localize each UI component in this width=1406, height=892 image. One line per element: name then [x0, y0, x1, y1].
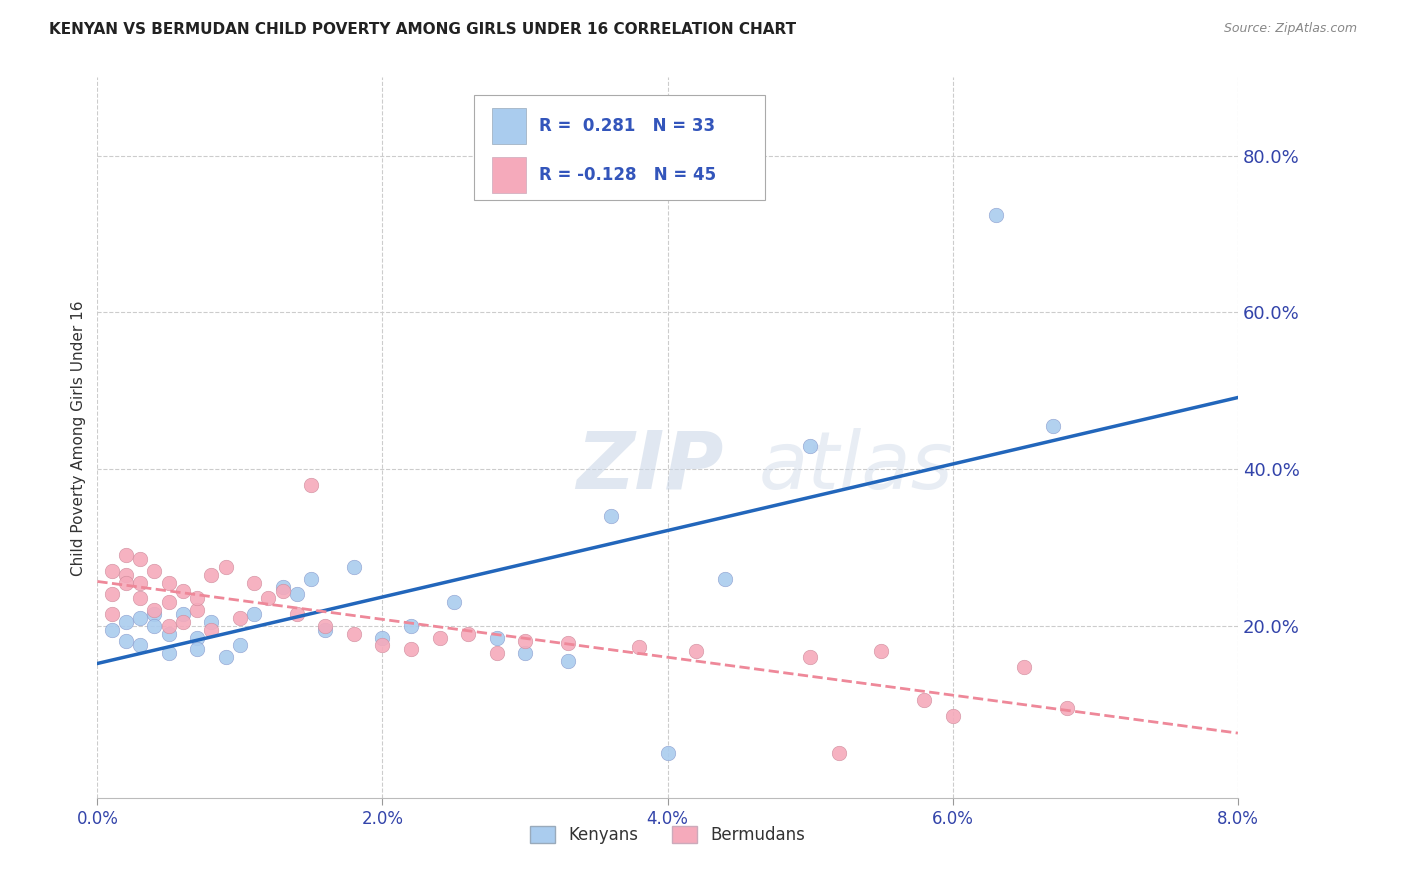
FancyBboxPatch shape [492, 157, 526, 193]
Point [157, 595, 180, 609]
Point [129, 552, 152, 566]
Point [143, 564, 166, 578]
Point [143, 619, 166, 633]
Point [685, 644, 707, 658]
Point [343, 560, 366, 574]
Point [399, 619, 422, 633]
Point [172, 607, 194, 621]
Point [157, 626, 180, 640]
Point [443, 595, 465, 609]
Point [513, 634, 536, 648]
Point [371, 631, 394, 645]
Point [186, 642, 208, 657]
FancyBboxPatch shape [492, 108, 526, 145]
Point [129, 639, 152, 653]
Point [115, 549, 138, 563]
Point [257, 591, 280, 606]
Text: ZIP: ZIP [576, 427, 724, 506]
Point [457, 626, 479, 640]
Point [343, 626, 366, 640]
Point [485, 646, 508, 660]
Point [172, 583, 194, 598]
Text: KENYAN VS BERMUDAN CHILD POVERTY AMONG GIRLS UNDER 16 CORRELATION CHART: KENYAN VS BERMUDAN CHILD POVERTY AMONG G… [49, 22, 796, 37]
Point [828, 746, 851, 760]
Point [115, 567, 138, 582]
Point [100, 587, 122, 601]
Point [799, 439, 821, 453]
Point [214, 650, 236, 665]
Point [115, 615, 138, 629]
Point [115, 634, 138, 648]
Point [799, 650, 821, 665]
FancyBboxPatch shape [474, 95, 765, 200]
Point [513, 646, 536, 660]
Text: R =  0.281   N = 33: R = 0.281 N = 33 [538, 117, 714, 135]
Point [186, 603, 208, 617]
Point [912, 693, 935, 707]
Point [299, 572, 322, 586]
Point [186, 591, 208, 606]
Point [214, 560, 236, 574]
Point [657, 746, 679, 760]
Point [243, 575, 266, 590]
Point [172, 615, 194, 629]
Point [399, 642, 422, 657]
Point [200, 567, 222, 582]
Point [1042, 419, 1064, 434]
Point [229, 611, 252, 625]
Point [285, 607, 308, 621]
Point [1056, 701, 1078, 715]
Point [157, 575, 180, 590]
Point [143, 607, 166, 621]
Point [984, 208, 1007, 222]
Point [557, 654, 579, 668]
Text: R = -0.128   N = 45: R = -0.128 N = 45 [538, 166, 716, 184]
Point [557, 636, 579, 650]
Point [129, 575, 152, 590]
Point [371, 639, 394, 653]
Point [599, 509, 621, 524]
Point [299, 477, 322, 491]
Point [186, 631, 208, 645]
Point [200, 623, 222, 637]
Point [429, 631, 451, 645]
Point [271, 580, 294, 594]
Point [143, 603, 166, 617]
Point [870, 644, 893, 658]
Point [271, 583, 294, 598]
Point [129, 591, 152, 606]
Point [157, 619, 180, 633]
Point [485, 631, 508, 645]
Point [229, 639, 252, 653]
Point [157, 646, 180, 660]
Point [942, 709, 965, 723]
Point [100, 607, 122, 621]
Point [115, 575, 138, 590]
Point [713, 572, 735, 586]
Point [628, 640, 651, 654]
Y-axis label: Child Poverty Among Girls Under 16: Child Poverty Among Girls Under 16 [72, 300, 86, 575]
Legend: Kenyans, Bermudans: Kenyans, Bermudans [530, 826, 806, 844]
Point [314, 623, 336, 637]
Point [314, 619, 336, 633]
Point [129, 611, 152, 625]
Text: Source: ZipAtlas.com: Source: ZipAtlas.com [1223, 22, 1357, 36]
Point [100, 564, 122, 578]
Point [285, 587, 308, 601]
Point [243, 607, 266, 621]
Point [1012, 659, 1035, 673]
Text: atlas: atlas [759, 427, 953, 506]
Point [100, 623, 122, 637]
Point [200, 615, 222, 629]
